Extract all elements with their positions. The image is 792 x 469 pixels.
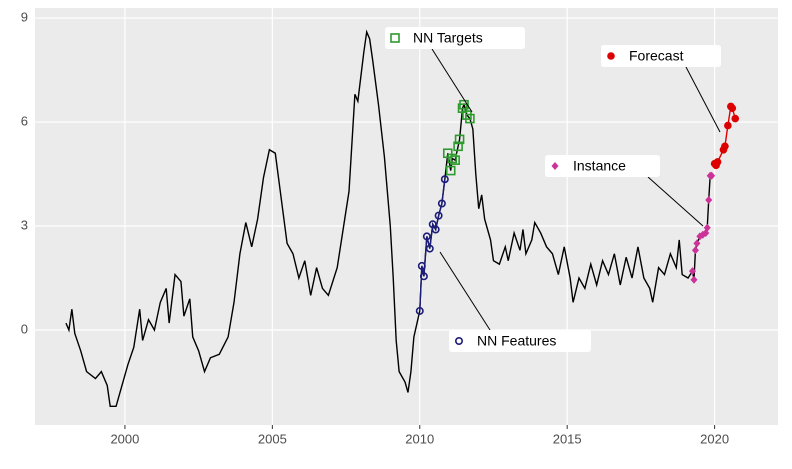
y-tick-label: 3 — [21, 217, 28, 232]
marker — [450, 155, 460, 165]
marker — [417, 261, 426, 270]
legend-label: NN Targets — [413, 30, 483, 46]
marker — [454, 134, 465, 145]
y-tick-label: 0 — [21, 321, 28, 336]
marker — [390, 33, 400, 43]
marker — [713, 158, 722, 166]
leader-line — [647, 176, 704, 227]
marker — [447, 153, 458, 164]
legend-label: NN Features — [477, 333, 556, 349]
y-tick-label: 6 — [21, 113, 28, 128]
marker — [708, 171, 716, 180]
marker — [422, 232, 431, 241]
marker — [454, 336, 463, 345]
marker — [724, 121, 732, 130]
marker — [728, 104, 737, 112]
marker — [703, 223, 711, 232]
marker — [437, 199, 446, 208]
marker — [607, 52, 615, 60]
marker — [431, 225, 440, 234]
marker — [551, 162, 559, 170]
label-box — [545, 155, 660, 177]
marker — [453, 141, 463, 152]
marker — [459, 99, 469, 110]
x-tick-label: 2005 — [258, 431, 287, 446]
x-tick-label: 2020 — [700, 431, 729, 446]
leader-line — [685, 66, 721, 133]
marker — [693, 239, 701, 248]
panel — [35, 8, 778, 425]
marker — [690, 275, 698, 284]
label-box — [601, 45, 721, 67]
marker — [465, 113, 475, 124]
marker — [434, 211, 443, 220]
marker — [425, 244, 434, 253]
legend-label: Forecast — [629, 48, 684, 64]
marker — [445, 165, 456, 176]
leader-line — [439, 251, 491, 331]
marker — [440, 175, 449, 184]
marker — [688, 267, 696, 276]
legend-label: Instance — [573, 158, 626, 174]
leader-line — [431, 48, 473, 113]
marker — [731, 114, 740, 123]
marker — [415, 306, 424, 315]
marker — [705, 196, 713, 205]
series-line — [419, 179, 446, 311]
marker — [419, 272, 428, 281]
x-tick-label: 2010 — [405, 431, 434, 446]
y-tick-label: 9 — [21, 9, 28, 24]
label-box — [385, 27, 525, 49]
label-box — [449, 330, 591, 352]
marker — [721, 142, 729, 151]
x-tick-label: 2000 — [110, 431, 139, 446]
marker — [691, 246, 699, 255]
x-tick-label: 2015 — [553, 431, 582, 446]
